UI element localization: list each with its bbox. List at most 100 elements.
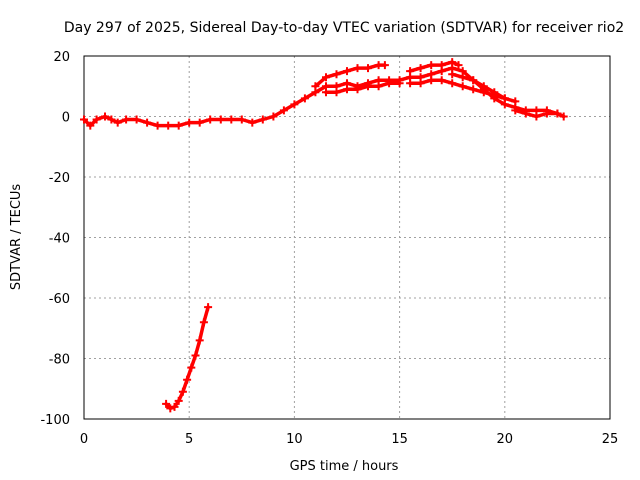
data-point: [469, 85, 478, 94]
data-point: [191, 351, 200, 360]
data-point: [406, 79, 415, 88]
x-tick-label: 20: [497, 432, 514, 447]
data-point: [416, 64, 425, 73]
data-point: [227, 115, 236, 124]
data-point: [80, 115, 88, 124]
data-point: [416, 79, 425, 88]
data-point: [290, 100, 299, 109]
data-point: [237, 115, 246, 124]
series-6: [511, 106, 562, 121]
data-point: [183, 375, 192, 384]
data-point: [178, 387, 187, 396]
data-point: [364, 82, 372, 91]
x-tick-label: 5: [185, 432, 193, 447]
data-point: [343, 67, 351, 76]
data-point: [101, 112, 109, 121]
grid: [84, 56, 610, 419]
data-point: [511, 106, 520, 115]
data-point: [332, 88, 341, 97]
data-point: [353, 85, 362, 94]
data-point: [113, 118, 122, 127]
data-point: [322, 88, 330, 97]
data-point: [185, 118, 194, 127]
data-point: [195, 336, 204, 345]
data-point: [406, 67, 415, 76]
data-point: [490, 88, 499, 97]
data-point: [174, 396, 183, 405]
data-point: [380, 61, 389, 70]
data-point: [559, 112, 568, 121]
data-point: [364, 64, 372, 73]
data-point: [162, 399, 171, 408]
y-axis-label: SDTVAR / TECUs: [9, 184, 24, 291]
data-point: [458, 73, 467, 82]
y-tick-label: -40: [49, 232, 70, 247]
series-1: [311, 61, 389, 91]
x-tick-label: 0: [80, 432, 88, 447]
data-point: [374, 82, 383, 91]
data-point: [92, 115, 101, 124]
data-point: [427, 61, 436, 70]
data-point: [122, 115, 131, 124]
data-point: [132, 115, 141, 124]
y-tick-label: -20: [49, 171, 70, 186]
data-point: [511, 97, 520, 106]
x-tick-label: 15: [391, 432, 408, 447]
y-tick-label: -80: [49, 353, 70, 368]
data-point: [322, 73, 330, 82]
data-point: [174, 121, 183, 130]
data-point: [448, 79, 457, 88]
y-tick-label: -100: [40, 413, 70, 428]
data-point: [343, 85, 351, 94]
data-point: [437, 76, 446, 85]
data-point: [107, 115, 116, 124]
data-point: [395, 79, 404, 88]
data-point: [454, 61, 463, 70]
data-point: [258, 115, 267, 124]
data-point: [170, 402, 179, 411]
series-line: [408, 78, 507, 101]
data-point: [448, 70, 457, 79]
data-point: [166, 404, 175, 413]
x-tick-label: 25: [602, 432, 619, 447]
data-point: [448, 58, 457, 67]
data-point: [521, 109, 530, 118]
data-point: [427, 76, 436, 85]
plot-frame: [83, 55, 611, 420]
data-point: [532, 112, 541, 121]
series-5: [448, 70, 520, 106]
data-point: [332, 70, 341, 79]
data-point: [164, 121, 173, 130]
data-point: [353, 64, 362, 73]
data-point: [385, 79, 394, 88]
x-axis-label: GPS time / hours: [290, 459, 399, 474]
data-point: [300, 94, 309, 103]
data-point: [195, 118, 204, 127]
series-2: [322, 79, 404, 97]
y-tick-label: -60: [49, 292, 70, 307]
series-3: [406, 58, 463, 76]
data-point: [216, 115, 225, 124]
data-point: [206, 115, 215, 124]
data-point: [204, 303, 213, 312]
data-point: [199, 318, 208, 327]
data-point: [479, 82, 488, 91]
chart-title: Day 297 of 2025, Sidereal Day-to-day VTE…: [64, 20, 624, 36]
data-point: [437, 61, 446, 70]
y-tick-label: 20: [53, 50, 70, 65]
data-point: [86, 121, 95, 130]
data-point: [500, 94, 509, 103]
data-point: [248, 118, 257, 127]
data-point: [279, 106, 288, 115]
x-tick-label: 10: [286, 432, 303, 447]
tick-labels: 0 5 10 15 20 25 -100 -80 -60 -40 -20 0 20: [40, 50, 618, 447]
data-point: [311, 82, 320, 91]
data-point: [143, 118, 152, 127]
data-series: [80, 58, 568, 413]
data-point: [187, 363, 196, 372]
data-point: [469, 76, 478, 85]
data-point: [553, 109, 562, 118]
data-point: [458, 82, 467, 91]
y-tick-label: 0: [62, 111, 70, 126]
